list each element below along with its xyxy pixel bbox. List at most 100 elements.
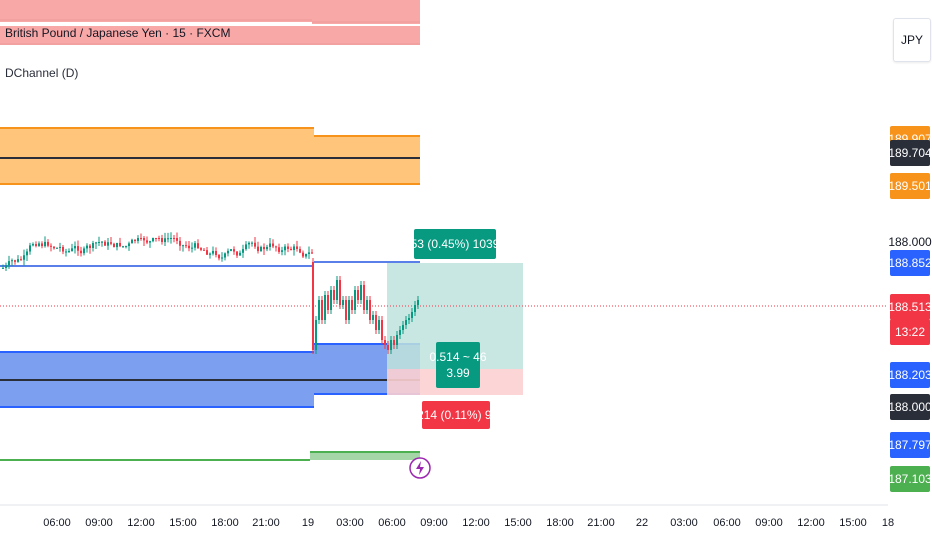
candle-body	[384, 340, 386, 345]
candle-body	[330, 290, 332, 310]
price-tag-mid-line: 189.704	[888, 140, 932, 166]
candle-body	[360, 285, 362, 300]
candle-body	[194, 243, 196, 248]
candle-body	[20, 259, 22, 261]
candle-body	[351, 300, 353, 310]
candle-body	[11, 260, 13, 262]
candle-body	[296, 246, 298, 249]
candle-body	[137, 238, 139, 241]
candle-body	[311, 252, 313, 254]
target-label[interactable]: 0.853 (0.45%) 1039.86	[394, 229, 516, 259]
candle-body	[125, 246, 127, 248]
candle-body	[38, 243, 40, 246]
candle-body	[95, 242, 97, 244]
candle-body	[8, 261, 10, 266]
candle-body	[390, 340, 392, 350]
candle-body	[233, 249, 235, 252]
candle-body	[251, 242, 253, 244]
candle-body	[113, 243, 115, 248]
candle-body	[245, 244, 247, 250]
position-rr-text: 3.99	[446, 366, 470, 380]
candle-body	[278, 247, 280, 252]
candle-body	[411, 312, 413, 318]
candle-body	[290, 248, 292, 251]
candle-body	[257, 246, 259, 252]
candle-body	[366, 300, 368, 310]
candle-body	[327, 295, 329, 310]
candle-body	[59, 246, 61, 248]
position-center-label[interactable]: 0.514 ~ 46 3.99	[429, 342, 487, 388]
candle-body	[375, 315, 377, 330]
candle-body	[381, 320, 383, 340]
candle-body	[348, 300, 350, 320]
price-tag-lower: 187.797	[888, 432, 932, 458]
x-tick-label: 09:00	[85, 517, 113, 529]
lightning-icon[interactable]	[409, 457, 431, 479]
candle-body	[372, 315, 374, 320]
candle-body	[224, 253, 226, 258]
stop-label[interactable]: 0.214 (0.11%) 990	[407, 401, 505, 429]
x-tick-label: 22	[636, 517, 648, 529]
x-tick-label: 06:00	[43, 517, 71, 529]
candle-body	[260, 246, 262, 252]
candle-body	[86, 245, 88, 249]
candle-body	[143, 238, 145, 241]
indicator-title[interactable]: DChannel (D)	[5, 66, 79, 80]
red-channel-band	[0, 0, 420, 45]
candle-body	[167, 238, 169, 240]
x-axis-ticks: 06:00 09:00 12:00 15:00 18:00 21:00 19 03:00 06:…	[43, 517, 894, 529]
x-tick-label: 09:00	[755, 517, 783, 529]
candle-body	[266, 246, 268, 250]
candle-body	[408, 318, 410, 320]
symbol-title[interactable]: British Pound / Japanese Yen · 15 · FXCM	[5, 26, 231, 40]
candle-body	[176, 238, 178, 241]
candle-body	[399, 330, 401, 335]
candle-body	[236, 251, 238, 256]
long-position-tool[interactable]	[387, 263, 523, 395]
candle-body	[26, 251, 28, 256]
candle-body	[312, 262, 314, 350]
candle-body	[53, 246, 55, 249]
candle-body	[248, 242, 250, 245]
candle-body	[324, 295, 326, 320]
blue-channel-band	[0, 261, 420, 408]
price-tag-mid-line: 188.000	[888, 394, 932, 420]
candle-body	[23, 255, 25, 260]
candle-body	[206, 250, 208, 255]
x-tick-label: 12:00	[797, 517, 825, 529]
candle-body	[363, 285, 365, 310]
candle-body	[83, 248, 85, 254]
x-tick-label: 03:00	[670, 517, 698, 529]
candle-body	[333, 290, 335, 300]
candle-body	[215, 250, 217, 256]
x-tick-label: 19	[302, 517, 314, 529]
x-tick-label: 18:00	[546, 517, 574, 529]
candle-body	[336, 280, 338, 300]
candle-body	[254, 242, 256, 247]
candle-body	[146, 240, 148, 243]
candle-body	[275, 246, 277, 248]
x-tick-label: 15:00	[504, 517, 532, 529]
candle-body	[227, 250, 229, 254]
candle-body	[197, 243, 199, 249]
candle-body	[393, 340, 395, 345]
candle-body	[44, 241, 46, 247]
currency-button[interactable]: JPY	[893, 18, 931, 62]
candle-body	[17, 259, 19, 262]
x-tick-label: 12:00	[127, 517, 155, 529]
candle-body	[293, 246, 295, 251]
x-tick-label: 09:00	[420, 517, 448, 529]
candle-body	[164, 238, 166, 243]
candle-body	[308, 252, 310, 254]
price-tag-target: 188.852	[888, 250, 932, 276]
x-tick-label: 15:00	[839, 517, 867, 529]
candle-body	[140, 238, 142, 239]
candle-body	[209, 253, 211, 255]
candle-body	[218, 255, 220, 259]
orange-channel-band	[0, 127, 420, 185]
candle-body	[182, 245, 184, 247]
candle-body	[405, 320, 407, 325]
candle-body	[29, 245, 31, 252]
candle-body	[128, 243, 130, 247]
